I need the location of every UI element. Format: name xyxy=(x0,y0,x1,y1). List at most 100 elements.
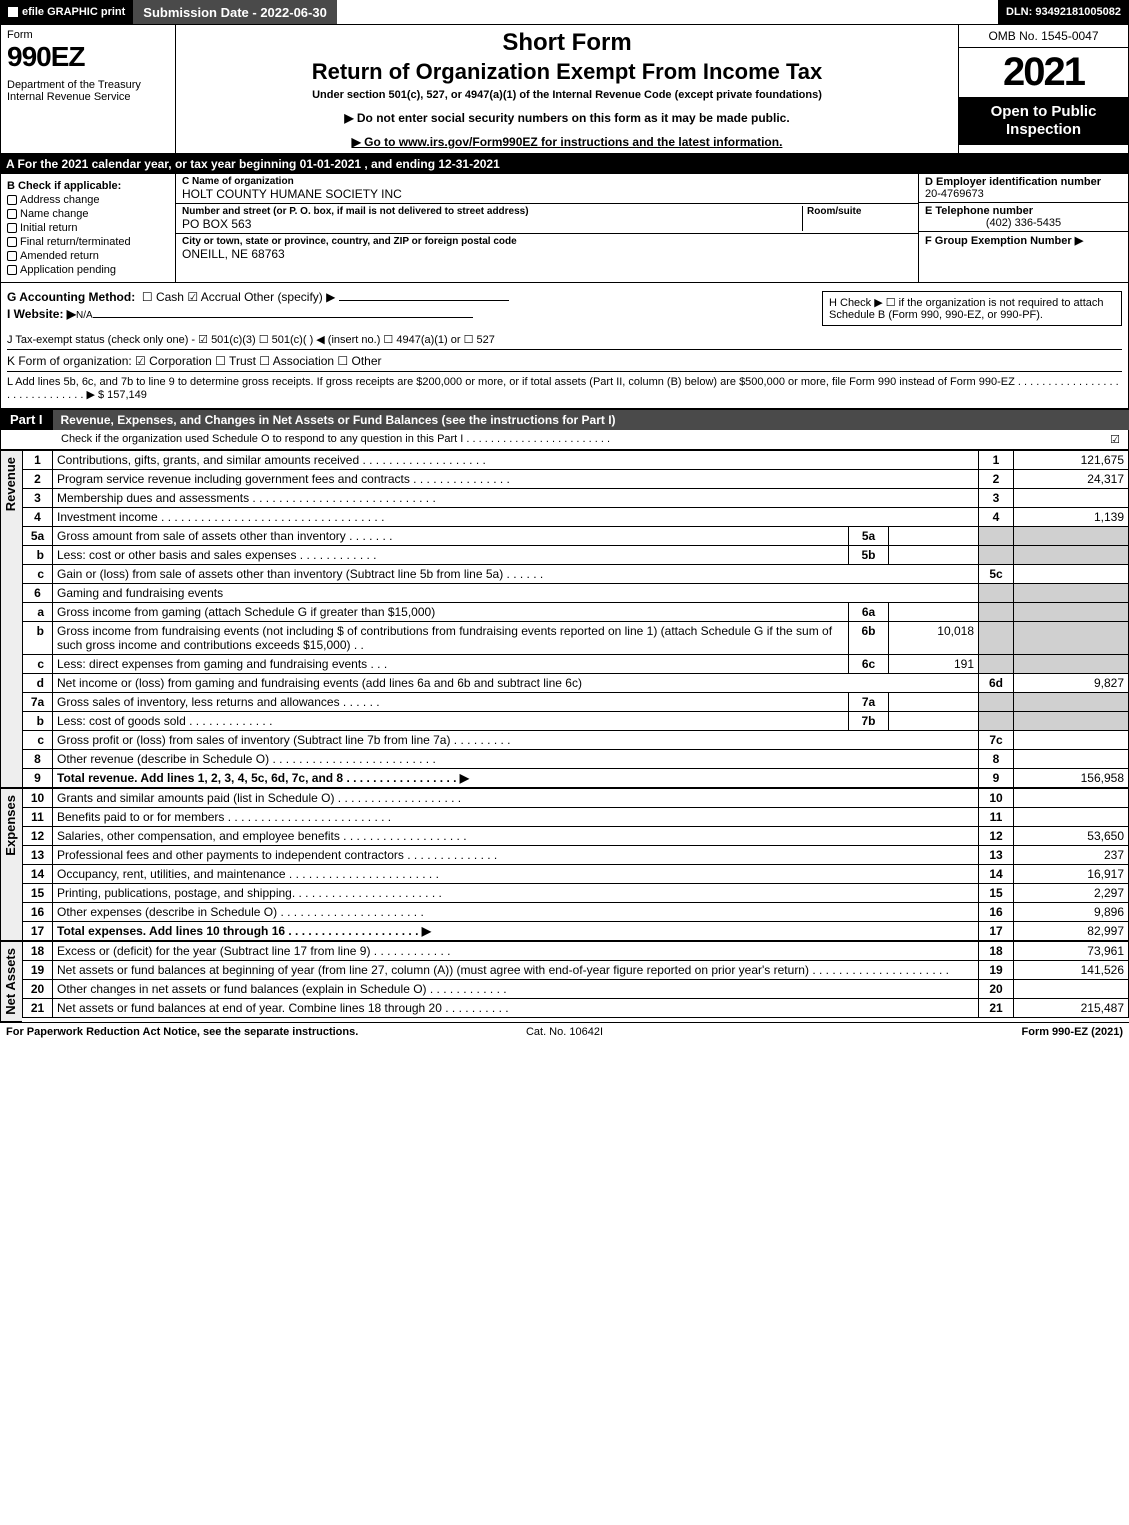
line-num: 20 xyxy=(23,980,53,999)
line-desc: Printing, publications, postage, and shi… xyxy=(53,884,979,903)
line-c: cGross profit or (loss) from sales of in… xyxy=(23,731,1129,750)
line-desc: Gross income from fundraising events (no… xyxy=(53,622,849,655)
inner-box-val xyxy=(889,712,979,731)
goto-link-text[interactable]: ▶ Go to www.irs.gov/Form990EZ for instru… xyxy=(352,135,783,149)
cb-initial-return[interactable]: Initial return xyxy=(7,222,169,234)
line-desc: Gross amount from sale of assets other t… xyxy=(53,527,849,546)
footer-cat: Cat. No. 10642I xyxy=(378,1026,750,1038)
right-line-num: 12 xyxy=(979,827,1014,846)
line-num: 16 xyxy=(23,903,53,922)
line-num: d xyxy=(23,674,53,693)
cb-label: Application pending xyxy=(20,264,116,276)
line-num: 12 xyxy=(23,827,53,846)
line-desc: Other changes in net assets or fund bala… xyxy=(53,980,979,999)
line-num: 18 xyxy=(23,942,53,961)
tel-label: E Telephone number xyxy=(925,205,1122,217)
shaded-cell xyxy=(1014,584,1129,603)
line-num: 10 xyxy=(23,789,53,808)
amount: 237 xyxy=(1014,846,1129,865)
line-18: 18Excess or (deficit) for the year (Subt… xyxy=(23,942,1129,961)
amount: 1,139 xyxy=(1014,508,1129,527)
line-num: 17 xyxy=(23,922,53,941)
line-desc: Gross sales of inventory, less returns a… xyxy=(53,693,849,712)
right-line-num: 2 xyxy=(979,470,1014,489)
line-desc: Membership dues and assessments . . . . … xyxy=(53,489,979,508)
amount xyxy=(1014,489,1129,508)
cb-address-change[interactable]: Address change xyxy=(7,194,169,206)
page-footer: For Paperwork Reduction Act Notice, see … xyxy=(0,1022,1129,1041)
part1-header: Part I Revenue, Expenses, and Changes in… xyxy=(0,409,1129,430)
line-num: 7a xyxy=(23,693,53,712)
amount xyxy=(1014,565,1129,584)
form-number: 990EZ xyxy=(7,41,169,73)
line-7a: 7aGross sales of inventory, less returns… xyxy=(23,693,1129,712)
amount: 82,997 xyxy=(1014,922,1129,941)
inner-box-num: 5b xyxy=(849,546,889,565)
line-desc: Benefits paid to or for members . . . . … xyxy=(53,808,979,827)
line-desc: Less: direct expenses from gaming and fu… xyxy=(53,655,849,674)
shaded-cell xyxy=(1014,603,1129,622)
amount: 53,650 xyxy=(1014,827,1129,846)
right-line-num: 11 xyxy=(979,808,1014,827)
right-line-num: 14 xyxy=(979,865,1014,884)
line-num: 19 xyxy=(23,961,53,980)
line-h-box: H Check ▶ ☐ if the organization is not r… xyxy=(822,291,1122,326)
cb-name-change[interactable]: Name change xyxy=(7,208,169,220)
street: PO BOX 563 xyxy=(182,217,802,231)
right-line-num: 6d xyxy=(979,674,1014,693)
line-17: 17Total expenses. Add lines 10 through 1… xyxy=(23,922,1129,941)
line-14: 14Occupancy, rent, utilities, and mainte… xyxy=(23,865,1129,884)
amount: 9,827 xyxy=(1014,674,1129,693)
line-num: b xyxy=(23,622,53,655)
section-b-cd: B Check if applicable: Address change Na… xyxy=(0,174,1129,283)
amount xyxy=(1014,750,1129,769)
submission-date: Submission Date - 2022-06-30 xyxy=(133,0,337,24)
right-line-num: 15 xyxy=(979,884,1014,903)
line-10: 10Grants and similar amounts paid (list … xyxy=(23,789,1129,808)
cb-label: Initial return xyxy=(20,222,77,234)
cb-amended-return[interactable]: Amended return xyxy=(7,250,169,262)
line-num: a xyxy=(23,603,53,622)
inner-box-val xyxy=(889,546,979,565)
cb-final-return[interactable]: Final return/terminated xyxy=(7,236,169,248)
shaded-cell xyxy=(979,527,1014,546)
group-exp: Expenses10Grants and similar amounts pai… xyxy=(0,788,1129,941)
cb-application-pending[interactable]: Application pending xyxy=(7,264,169,276)
part1-title: Revenue, Expenses, and Changes in Net As… xyxy=(53,410,1129,430)
col-b-title: B Check if applicable: xyxy=(7,180,169,192)
efile-print[interactable]: efile GRAPHIC print xyxy=(0,0,133,24)
right-line-num: 3 xyxy=(979,489,1014,508)
inner-box-num: 6b xyxy=(849,622,889,655)
cb-label: Amended return xyxy=(20,250,99,262)
amount: 24,317 xyxy=(1014,470,1129,489)
g-options: ☐ Cash ☑ Accrual Other (specify) ▶ xyxy=(142,290,335,304)
shaded-cell xyxy=(1014,693,1129,712)
right-line-num: 16 xyxy=(979,903,1014,922)
line-desc: Investment income . . . . . . . . . . . … xyxy=(53,508,979,527)
line-num: 4 xyxy=(23,508,53,527)
line-20: 20Other changes in net assets or fund ba… xyxy=(23,980,1129,999)
line-desc: Gaming and fundraising events xyxy=(53,584,979,603)
ein: 20-4769673 xyxy=(925,188,1122,200)
shaded-cell xyxy=(979,712,1014,731)
line-num: 15 xyxy=(23,884,53,903)
line-num: 1 xyxy=(23,451,53,470)
amount: 121,675 xyxy=(1014,451,1129,470)
amount xyxy=(1014,789,1129,808)
line-num: 2 xyxy=(23,470,53,489)
line-num: 6 xyxy=(23,584,53,603)
right-line-num: 18 xyxy=(979,942,1014,961)
line-15: 15Printing, publications, postage, and s… xyxy=(23,884,1129,903)
line-b: bGross income from fundraising events (n… xyxy=(23,622,1129,655)
goto-link[interactable]: ▶ Go to www.irs.gov/Form990EZ for instru… xyxy=(186,135,948,149)
shaded-cell xyxy=(1014,655,1129,674)
line-desc: Occupancy, rent, utilities, and maintena… xyxy=(53,865,979,884)
line-desc: Less: cost or other basis and sales expe… xyxy=(53,546,849,565)
shaded-cell xyxy=(979,655,1014,674)
tel: (402) 336-5435 xyxy=(925,217,1122,229)
right-line-num: 7c xyxy=(979,731,1014,750)
i-label: I Website: ▶ xyxy=(7,307,76,321)
line-3: 3Membership dues and assessments . . . .… xyxy=(23,489,1129,508)
title-short-form: Short Form xyxy=(186,29,948,57)
part1-checkbox[interactable]: ☑ xyxy=(1102,433,1120,446)
